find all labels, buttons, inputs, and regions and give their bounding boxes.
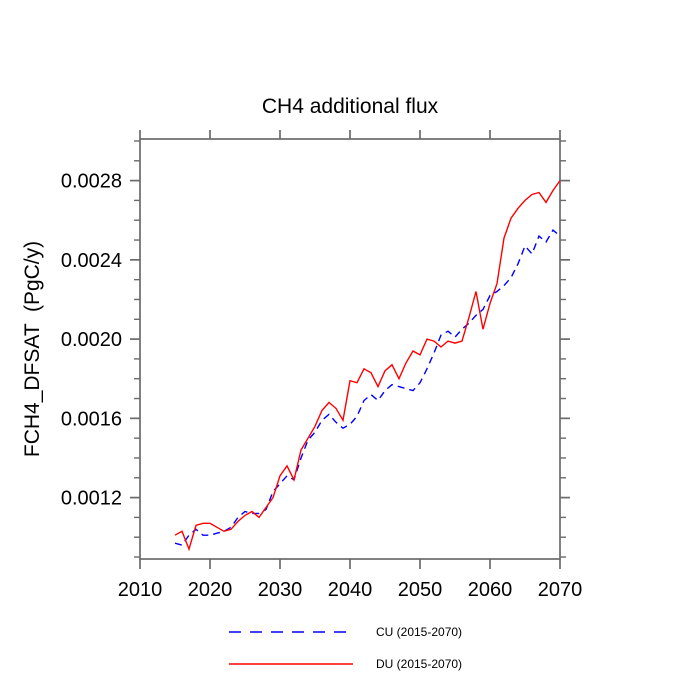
y-tick-label: 0.0024 xyxy=(61,250,122,272)
legend-label-cu: CU (2015-2070) xyxy=(376,625,463,639)
x-tick-label: 2040 xyxy=(328,579,373,601)
x-tick-label: 2070 xyxy=(538,579,583,601)
legend-swatch-cu xyxy=(229,631,353,633)
y-tick-label: 0.0016 xyxy=(61,408,122,430)
legend-row-cu: CU (2015-2070) xyxy=(228,616,462,648)
cu-series-line xyxy=(174,229,561,546)
y-tick-label: 0.0012 xyxy=(61,488,122,510)
x-tick-label: 2020 xyxy=(188,579,233,601)
legend: CU (2015-2070) DU (2015-2070) xyxy=(228,616,462,680)
plot-frame xyxy=(139,138,561,560)
chart-title: CH4 additional flux xyxy=(261,95,439,118)
x-tick-label: 2060 xyxy=(468,579,513,601)
y-tick-label: 0.0028 xyxy=(61,171,122,193)
x-tick-label: 2010 xyxy=(118,579,163,601)
x-tick-label: 2030 xyxy=(258,579,303,601)
du-series-line xyxy=(174,180,561,552)
x-tick-label: 2050 xyxy=(398,579,443,601)
legend-label-du: DU (2015-2070) xyxy=(376,657,463,671)
legend-swatch-du xyxy=(229,663,353,665)
legend-row-du: DU (2015-2070) xyxy=(228,648,462,680)
y-tick-label: 0.0020 xyxy=(61,329,122,351)
